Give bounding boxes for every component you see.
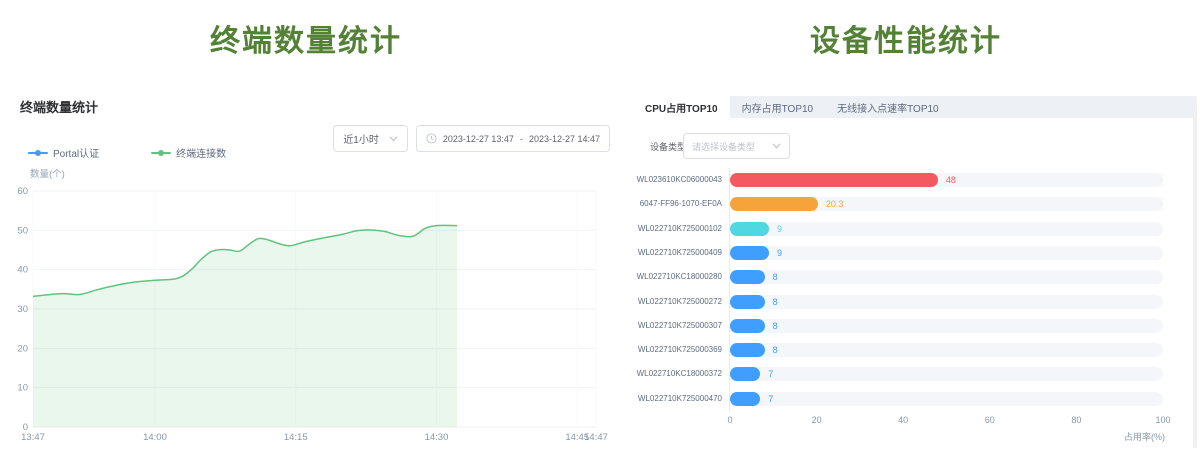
bar-track: [730, 392, 1163, 406]
bar-row: WL022710K725000102 9: [612, 217, 1200, 241]
bar-category-label: WL022710KC18000372: [612, 362, 722, 386]
dashboard: 终端数量统计 终端数量统计 近1小时 2023-12-27 13:47 - 20…: [0, 0, 1200, 456]
bar-x-tick-label: 60: [985, 415, 995, 425]
y-tick-label: 50: [17, 225, 28, 236]
y-tick-label: 30: [17, 304, 28, 315]
x-tick-label: 14:47: [584, 432, 608, 443]
bar-track: [730, 222, 1163, 236]
bar: [730, 173, 938, 187]
bar-row: WL022710K725000470 7: [612, 387, 1200, 411]
y-tick-label: 20: [17, 343, 28, 354]
bar-value-label: 8: [773, 314, 778, 338]
device-type-label: 设备类型: [650, 140, 686, 153]
bar-category-label: WL022710KC18000280: [612, 265, 722, 289]
device-type-placeholder: 请选择设备类型: [692, 140, 755, 153]
bar-row: WL023610KC06000043 48: [612, 168, 1200, 192]
bar: [730, 222, 769, 236]
tab-memory-top10[interactable]: 内存占用TOP10: [730, 96, 826, 118]
tab-cpu-top10[interactable]: CPU占用TOP10: [633, 96, 730, 118]
bar-category-label: WL022710K725000470: [612, 387, 722, 411]
bar-track: [730, 246, 1163, 260]
bar-category-label: WL022710K725000369: [612, 338, 722, 362]
bar-track: [730, 270, 1163, 284]
vertical-scrollbar[interactable]: [1193, 96, 1197, 448]
x-tick-label: 13:47: [21, 432, 45, 443]
bar-row: WL022710K725000369 8: [612, 338, 1200, 362]
bar-row: WL022710K725000409 9: [612, 241, 1200, 265]
bar-value-label: 9: [777, 241, 782, 265]
bar-x-tick-label: 40: [898, 415, 908, 425]
bar-track: [730, 295, 1163, 309]
bar-value-label: 20.3: [826, 192, 844, 216]
bar: [730, 197, 818, 211]
bar-track: [730, 343, 1163, 357]
x-tick-label: 14:15: [284, 432, 308, 443]
tabbar: CPU占用TOP10 内存占用TOP10 无线接入点速率TOP10: [633, 96, 1193, 118]
bar-row: WL022710K725000272 8: [612, 290, 1200, 314]
bar-row: WL022710KC18000280 8: [612, 265, 1200, 289]
area-fill: [33, 225, 457, 427]
bar: [730, 367, 760, 381]
line-chart: 010203040506013:4714:0014:1514:3014:4514…: [0, 0, 612, 456]
bar-x-tick-label: 80: [1071, 415, 1081, 425]
tab-wireless-ap-rate-top10[interactable]: 无线接入点速率TOP10: [825, 96, 951, 118]
bar-value-label: 8: [773, 290, 778, 314]
bar-row: 6047-FF96-1070-EF0A 20.3: [612, 192, 1200, 216]
right-section-title: 设备性能统计: [612, 16, 1200, 60]
bar-value-label: 7: [768, 387, 773, 411]
bar-row: WL022710K725000307 8: [612, 314, 1200, 338]
bar-category-label: WL022710K725000307: [612, 314, 722, 338]
bar: [730, 343, 765, 357]
x-tick-label: 14:00: [143, 432, 167, 443]
device-type-select[interactable]: 请选择设备类型: [683, 133, 790, 159]
bar: [730, 319, 765, 333]
bar-x-tick-label: 0: [727, 415, 732, 425]
tab-wireless-ap-rate-top10-label: 无线接入点速率TOP10: [837, 100, 939, 115]
bar-value-label: 8: [773, 265, 778, 289]
device-performance-panel: 设备性能统计 CPU占用TOP10 内存占用TOP10 无线接入点速率TOP10…: [612, 0, 1200, 456]
bar: [730, 246, 769, 260]
bar-x-tick-label: 20: [812, 415, 822, 425]
chevron-down-icon: [772, 143, 781, 149]
tab-cpu-top10-label: CPU占用TOP10: [645, 100, 718, 115]
terminal-count-panel: 终端数量统计 终端数量统计 近1小时 2023-12-27 13:47 - 20…: [0, 0, 612, 456]
bar-category-label: WL022710K725000102: [612, 217, 722, 241]
bar-value-label: 48: [946, 168, 956, 192]
bar-track: [730, 319, 1163, 333]
bar-category-label: WL022710K725000409: [612, 241, 722, 265]
bar-x-tick-label: 100: [1155, 415, 1170, 425]
tab-memory-top10-label: 内存占用TOP10: [742, 100, 814, 115]
bar-chart: WL023610KC06000043 48 6047-FF96-1070-EF0A 2…: [612, 168, 1200, 412]
y-tick-label: 10: [17, 383, 28, 394]
y-tick-label: 60: [17, 186, 28, 197]
bar-value-label: 8: [773, 338, 778, 362]
x-tick-label: 14:30: [425, 432, 449, 443]
bar: [730, 270, 765, 284]
bar-row: WL022710KC18000372 7: [612, 362, 1200, 386]
bar-category-label: WL022710K725000272: [612, 290, 722, 314]
bar-x-axis-name: 占用率(%): [1124, 430, 1165, 443]
bar-category-label: 6047-FF96-1070-EF0A: [612, 192, 722, 216]
bar-value-label: 7: [768, 362, 773, 386]
bar-value-label: 9: [777, 217, 782, 241]
bar: [730, 295, 765, 309]
y-tick-label: 40: [17, 265, 28, 276]
bar: [730, 392, 760, 406]
bar-category-label: WL023610KC06000043: [612, 168, 722, 192]
bar-track: [730, 367, 1163, 381]
